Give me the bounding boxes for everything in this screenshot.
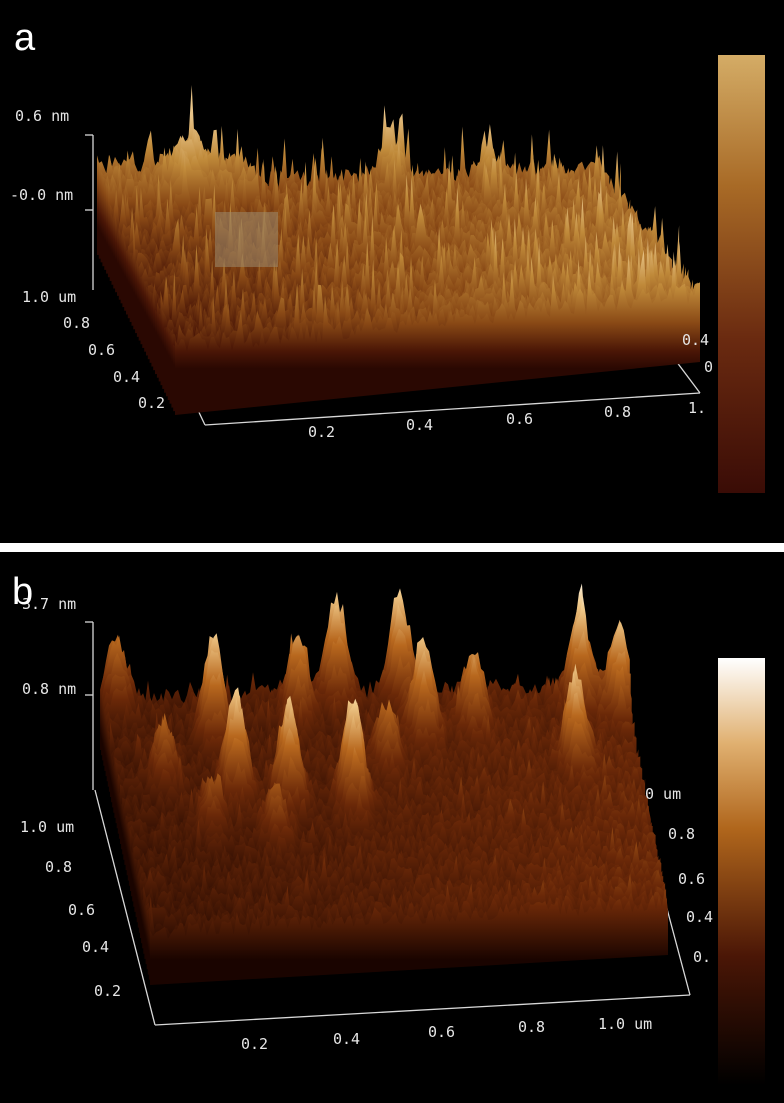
right-tick-label: 0.4 [686,908,713,926]
separator [0,543,784,552]
x-tick-label: 1.0 um [598,1015,652,1033]
panel-label: a [14,17,36,59]
surface-row [175,269,700,415]
right-tick-label: 0 um [645,785,681,803]
color-bar [718,55,765,493]
right-tick-label: 0. [693,948,711,966]
z-tick-label: 0.6 nm [15,107,69,125]
y-tick-label: 0.4 [113,368,140,386]
x-tick-label: 0.2 [241,1035,268,1053]
y-tick-label: 0.4 [82,938,109,956]
y-tick-label: 1.0 um [22,288,76,306]
y-tick-label: 0.2 [138,394,165,412]
x-tick-label: 0.2 [308,423,335,441]
surface-row [150,887,668,985]
x-tick-label: 0.6 [506,410,533,428]
right-tick-label: 0.4 [682,331,709,349]
y-tick-label: 0.8 [63,314,90,332]
x-axis-line [204,392,701,426]
y-axis-line [94,789,156,1026]
surface-b [100,583,668,985]
z-tick-label: -0.0 nm [10,186,73,204]
right-tick-label: 0.8 [668,825,695,843]
x-axis-line [154,994,691,1026]
x-tick-label: 0.6 [428,1023,455,1041]
panel-label: b [12,571,33,613]
y-tick-label: 0.2 [94,982,121,1000]
panel-a: a 0.6 nm -0.0 nm 1.0 um 0.8 0.6 0.4 0.2 … [10,17,765,493]
x-tick-label: 1. [688,399,706,417]
x-tick-label: 0.8 [604,403,631,421]
marker-box [215,212,278,267]
panel-b: 3.7 nm b 0.8 nm 1.0 um 0.8 0.6 0.4 0.2 0… [12,571,765,1085]
z-tick-label: 0.8 nm [22,680,76,698]
right-tick-label: 0 [704,358,713,376]
x-tick-label: 0.4 [333,1030,360,1048]
y-tick-label: 0.6 [68,901,95,919]
y-tick-label: 0.6 [88,341,115,359]
y-tick-label: 0.8 [45,858,72,876]
x-tick-label: 0.4 [406,416,433,434]
right-tick-label: 0.6 [678,870,705,888]
x-tick-label: 0.8 [518,1018,545,1036]
z-tick-label: 3.7 nm [22,595,76,613]
color-bar [718,658,765,1085]
y-tick-label: 1.0 um [20,818,74,836]
